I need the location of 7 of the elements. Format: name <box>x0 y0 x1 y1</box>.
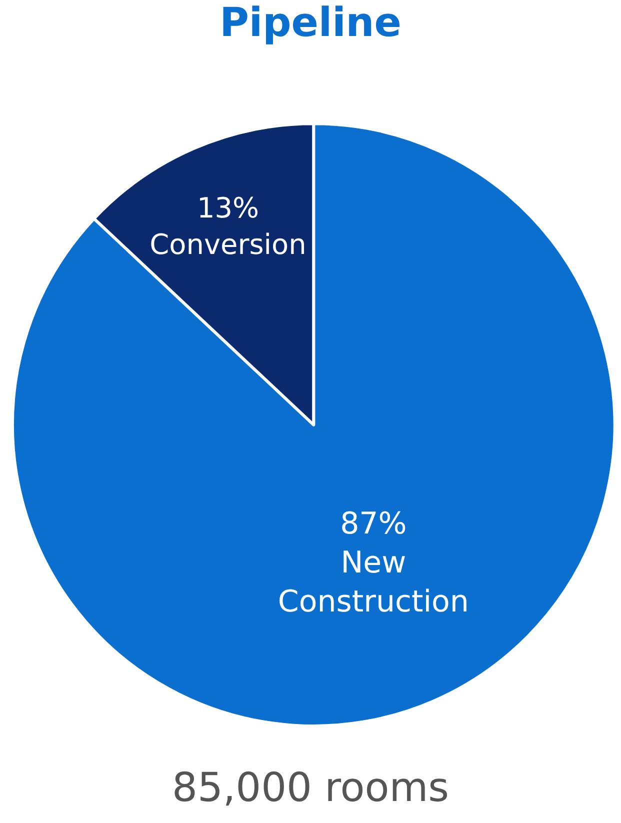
chart-title: Pipeline <box>220 0 402 46</box>
data-label: 87% <box>340 506 407 542</box>
slice-label: New Construction <box>278 546 469 620</box>
slice-label: Conversion <box>150 228 306 261</box>
pie-slice <box>10 122 616 728</box>
data-label: 13% <box>196 192 260 225</box>
text: 85,000 rooms <box>172 765 449 811</box>
